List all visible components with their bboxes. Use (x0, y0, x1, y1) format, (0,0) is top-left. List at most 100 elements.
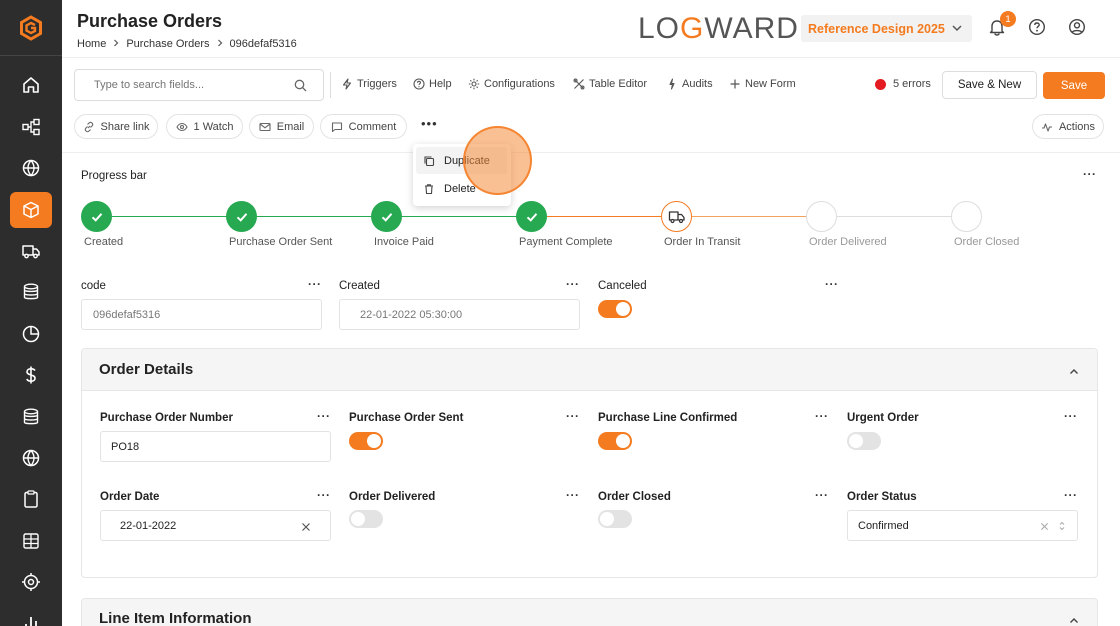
chevron-right-icon (216, 38, 224, 50)
nav-home[interactable] (10, 67, 52, 103)
step-connector (692, 216, 821, 217)
trash-icon (425, 183, 433, 194)
order-delivered-toggle[interactable] (349, 510, 383, 528)
home-icon (23, 77, 39, 94)
chevron-up-icon[interactable] (1068, 366, 1080, 378)
bell-icon[interactable] (988, 18, 1008, 38)
nav-globe[interactable] (10, 150, 52, 186)
field-menu-button[interactable]: ··· (1064, 488, 1078, 502)
code-label: code (81, 280, 106, 292)
nav-finance[interactable] (10, 357, 52, 393)
help-icon[interactable] (1028, 18, 1048, 38)
nav-grid[interactable] (10, 523, 52, 559)
step-order-delivered[interactable] (806, 201, 837, 232)
field-menu-button[interactable]: ··· (566, 488, 580, 502)
nav-analytics[interactable] (10, 605, 52, 626)
brand-logo: LOGWARD (638, 12, 799, 45)
step-purchase-order-sent[interactable] (226, 201, 257, 232)
breadcrumb-home[interactable]: Home (77, 38, 107, 50)
nav-database[interactable] (10, 274, 52, 310)
nav-workflow[interactable] (10, 109, 52, 145)
field-menu-button[interactable]: ··· (317, 488, 331, 502)
step-invoice-paid[interactable] (371, 201, 402, 232)
mail-icon (259, 122, 271, 131)
reference-select[interactable]: Reference Design 2025 (801, 15, 972, 42)
field-menu-button[interactable]: ··· (1064, 409, 1078, 423)
field-menu-button[interactable]: ··· (815, 409, 829, 423)
field-menu-button[interactable]: ··· (308, 277, 322, 291)
line-items-card[interactable]: Line Item Information (81, 598, 1098, 626)
canceled-toggle[interactable] (598, 300, 632, 318)
order-date-label: Order Date (100, 491, 160, 503)
lightning-icon (342, 78, 352, 90)
order-closed-toggle[interactable] (598, 510, 632, 528)
clear-icon[interactable] (301, 522, 311, 532)
gear-icon (468, 78, 480, 90)
order-delivered-label: Order Delivered (349, 491, 436, 503)
created-field[interactable]: 22-01-2022 05:30:00 (339, 299, 580, 330)
email-button[interactable]: Email (249, 114, 314, 139)
step-connector (837, 216, 966, 217)
progress-menu-button[interactable]: ··· (1083, 167, 1097, 181)
search-input[interactable] (94, 79, 284, 91)
nav-purchase-orders[interactable] (10, 191, 52, 228)
line-confirmed-toggle[interactable] (598, 432, 632, 450)
globe-icon (22, 159, 40, 177)
configurations-button[interactable]: Configurations (468, 78, 555, 90)
field-menu-button[interactable]: ··· (566, 277, 580, 291)
menu-item-delete[interactable]: Delete (416, 175, 507, 202)
app-logo[interactable] (0, 0, 62, 56)
save-button[interactable]: Save (1043, 72, 1105, 99)
order-status-select[interactable]: Confirmed (847, 510, 1078, 541)
watch-button[interactable]: 1 Watch (166, 114, 243, 139)
activity-icon (1041, 122, 1052, 132)
save-and-new-button[interactable]: Save & New (942, 71, 1037, 99)
field-menu-button[interactable]: ··· (815, 488, 829, 502)
new-form-button[interactable]: New Form (729, 78, 796, 90)
truck-icon (22, 245, 40, 259)
order-date-field[interactable]: 22-01-2022 (100, 510, 331, 541)
comment-button[interactable]: Comment (320, 114, 407, 139)
workflow-icon (22, 118, 40, 135)
code-field[interactable]: 096defaf5316 (81, 299, 322, 330)
share-link-button[interactable]: Share link (74, 114, 158, 139)
nav-shipments[interactable] (10, 233, 52, 269)
step-created[interactable] (81, 201, 112, 232)
nav-tasks[interactable] (10, 481, 52, 517)
chevron-up-icon[interactable] (1068, 615, 1080, 626)
more-options-button[interactable]: ••• (421, 116, 438, 131)
pie-chart-icon (22, 325, 40, 342)
step-order-in-transit[interactable] (661, 201, 692, 232)
po-sent-toggle[interactable] (349, 432, 383, 450)
clear-icon[interactable] (1040, 522, 1049, 531)
actions-button[interactable]: Actions (1032, 114, 1104, 139)
errors-indicator[interactable]: 5 errors (875, 78, 931, 90)
order-date-value: 22-01-2022 (120, 519, 177, 532)
field-menu-button[interactable]: ··· (317, 409, 331, 423)
check-icon (381, 212, 392, 222)
step-label: Created (84, 236, 124, 248)
nav-reports[interactable] (10, 316, 52, 352)
line-items-title: Line Item Information (99, 610, 252, 626)
audits-button[interactable]: Audits (666, 78, 713, 90)
search-box[interactable] (74, 69, 324, 101)
po-number-label: Purchase Order Number (100, 412, 233, 424)
po-number-field[interactable]: PO18 (100, 431, 331, 462)
field-menu-button[interactable]: ··· (566, 409, 580, 423)
urgent-order-toggle[interactable] (847, 432, 881, 450)
order-status-label: Order Status (847, 491, 917, 503)
field-menu-button[interactable]: ··· (825, 277, 839, 291)
step-payment-complete[interactable] (516, 201, 547, 232)
nav-storage[interactable] (10, 399, 52, 435)
nav-target[interactable] (10, 564, 52, 600)
order-details-card: Order Details (81, 348, 1098, 578)
help-button[interactable]: Help (413, 78, 452, 90)
order-details-header[interactable]: Order Details (82, 349, 1097, 391)
nav-global[interactable] (10, 440, 52, 476)
triggers-button[interactable]: Triggers (341, 78, 397, 90)
table-editor-button[interactable]: Table Editor (573, 78, 647, 90)
user-icon[interactable] (1068, 18, 1088, 38)
step-order-closed[interactable] (951, 201, 982, 232)
step-label: Payment Complete (519, 236, 613, 248)
breadcrumb-purchase-orders[interactable]: Purchase Orders (126, 38, 210, 50)
